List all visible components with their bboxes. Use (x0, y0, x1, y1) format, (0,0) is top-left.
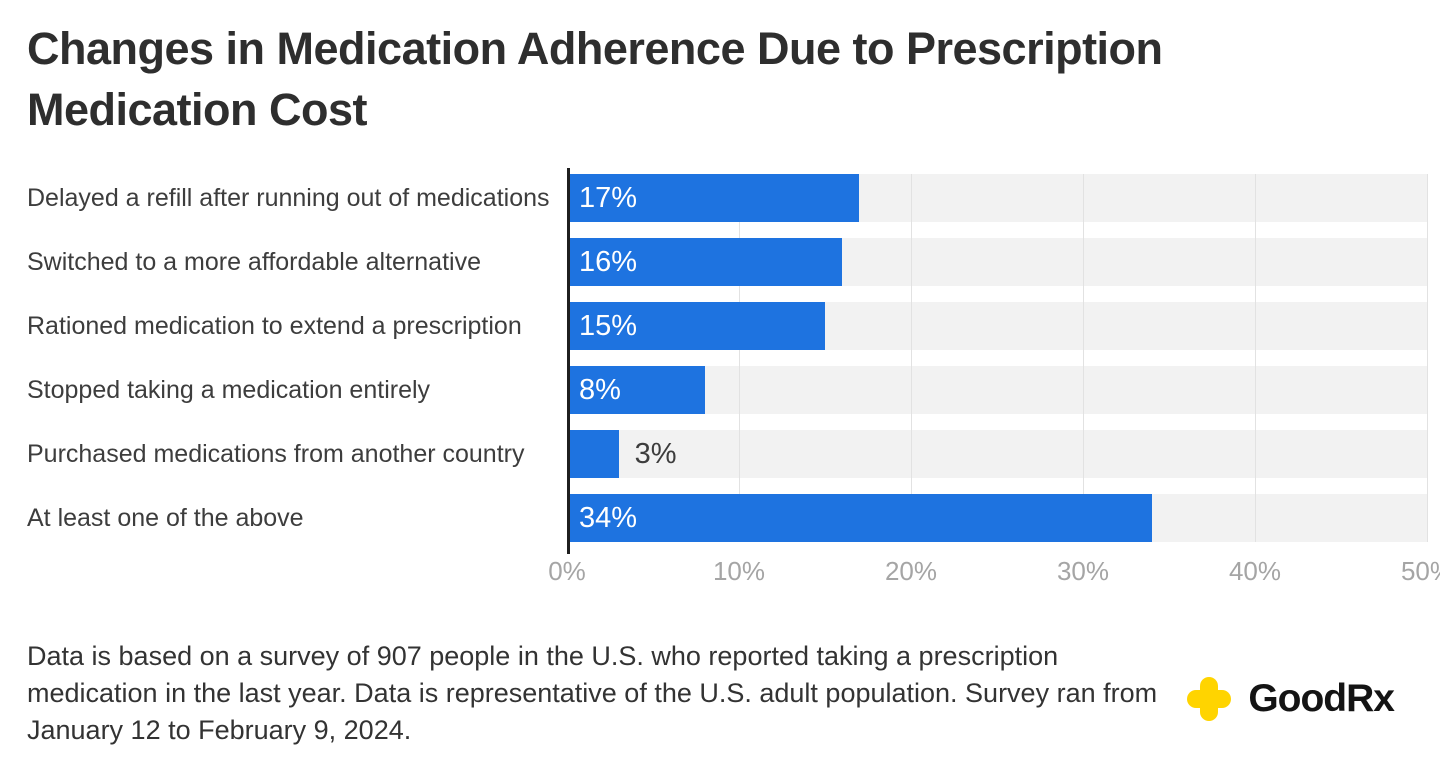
bar: 34% (567, 494, 1152, 542)
plot-area: 17% 16% 15% 8% (567, 168, 1428, 554)
bar-value-label: 3% (634, 437, 677, 470)
goodrx-logo: GoodRx (1184, 674, 1395, 724)
gridline-20pct (911, 174, 912, 542)
x-tick-label: 10% (712, 556, 766, 586)
category-label: At least one of the above (27, 504, 304, 532)
y-axis-line (567, 168, 570, 554)
goodrx-wordmark: GoodRx (1248, 677, 1395, 720)
bar-value-label: 34% (579, 501, 638, 534)
category-label-row: Stopped taking a medication entirely (27, 366, 567, 414)
goodrx-cross-icon (1187, 677, 1232, 721)
category-label: Stopped taking a medication entirely (27, 376, 431, 404)
category-label: Purchased medications from another count… (27, 440, 525, 468)
bar-value-label: 17% (579, 181, 638, 214)
gridline-50pct (1427, 174, 1428, 542)
category-labels-column: Delayed a refill after running out of me… (27, 174, 567, 588)
gridline-30pct (1083, 174, 1084, 542)
category-label: Rationed medication to extend a prescrip… (27, 312, 522, 340)
category-label: Switched to a more affordable alternativ… (27, 248, 481, 276)
category-label-row: At least one of the above (27, 494, 567, 542)
category-label: Delayed a refill after running out of me… (27, 184, 550, 212)
page-title: Changes in Medication Adherence Due to P… (27, 23, 1163, 135)
bar: 16% (567, 238, 843, 286)
bar-value-label: 8% (579, 373, 621, 406)
bar: 8% (567, 366, 705, 414)
bar: 3% (567, 430, 677, 478)
bar-row: 16% (567, 238, 1427, 286)
bar-row: 17% (567, 174, 1427, 222)
x-tick-label: 0% (548, 556, 586, 586)
bar: 17% (567, 174, 860, 222)
category-label-row: Switched to a more affordable alternativ… (27, 238, 567, 286)
bar-row: 8% (567, 366, 1427, 414)
x-tick-label: 50% (1400, 556, 1440, 586)
category-label-row: Purchased medications from another count… (27, 430, 567, 478)
x-tick-label: 40% (1228, 556, 1282, 586)
bar-row: 15% (567, 302, 1427, 350)
x-tick-label: 30% (1056, 556, 1110, 586)
category-label-row: Rationed medication to extend a prescrip… (27, 302, 567, 350)
x-axis: 0% 10% 20% 30% 40% 50% (548, 556, 1440, 588)
category-label-row: Delayed a refill after running out of me… (27, 174, 567, 222)
bar-row: 34% (567, 494, 1427, 542)
gridline-10pct (739, 174, 740, 542)
bar-value-label: 15% (579, 309, 638, 342)
x-tick-label: 20% (884, 556, 938, 586)
footnote: Data is based on a survey of 907 people … (27, 641, 1158, 745)
bar-row: 3% (567, 430, 1427, 478)
bar-chart: Delayed a refill after running out of me… (27, 168, 1440, 588)
plot-area-wrap: 17% 16% 15% 8% (548, 168, 1440, 588)
bar: 15% (567, 302, 825, 350)
gridline-40pct (1255, 174, 1256, 542)
bar-value-label: 16% (579, 245, 638, 278)
